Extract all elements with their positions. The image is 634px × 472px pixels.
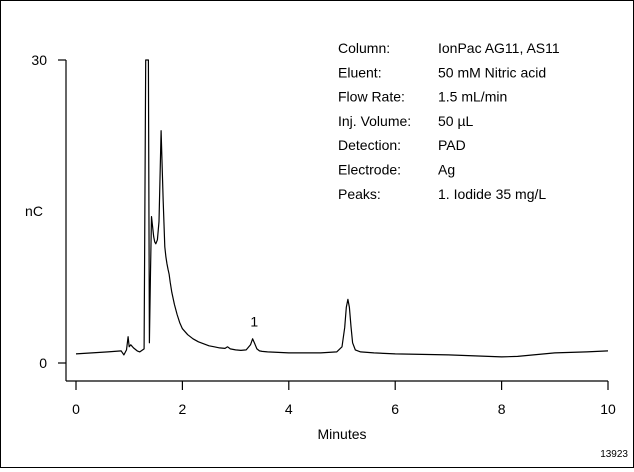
condition-label: Column:	[338, 40, 390, 56]
labels: 0 2 4 6 8 10 0 30 Minutes nC 1	[25, 52, 616, 442]
x-axis-title: Minutes	[317, 426, 366, 442]
x-tick-label: 2	[179, 401, 187, 417]
x-tick-label: 0	[72, 401, 80, 417]
peak-label: 1	[250, 314, 258, 330]
figure-id: 13923	[600, 449, 628, 460]
condition-value: 1. Iodide 35 mg/L	[438, 186, 546, 202]
condition-value: Ag	[438, 162, 455, 178]
conditions-table: Column: IonPac AG11, AS11 Eluent: 50 mM Nit…	[338, 40, 560, 202]
condition-label: Flow Rate:	[338, 89, 405, 105]
y-tick-label: 0	[39, 355, 47, 371]
condition-label: Electrode:	[338, 162, 401, 178]
condition-label: Eluent:	[338, 64, 382, 80]
x-tick-label: 6	[391, 401, 399, 417]
condition-value: 50 mM Nitric acid	[438, 64, 546, 80]
y-axis-title: nC	[25, 203, 43, 219]
trace-layer	[75, 59, 609, 358]
condition-label: Peaks:	[338, 186, 381, 202]
condition-label: Detection:	[338, 137, 401, 153]
chromatogram-trace	[75, 59, 609, 358]
axes	[58, 59, 609, 390]
x-tick-label: 8	[498, 401, 506, 417]
x-tick-label: 4	[285, 401, 293, 417]
y-tick-label: 30	[31, 52, 47, 68]
condition-label: Inj. Volume:	[338, 113, 411, 129]
condition-value: PAD	[438, 137, 466, 153]
x-tick-label: 10	[600, 401, 616, 417]
condition-value: 1.5 mL/min	[438, 89, 507, 105]
condition-value: 50 µL	[438, 113, 474, 129]
condition-value: IonPac AG11, AS11	[438, 40, 560, 56]
